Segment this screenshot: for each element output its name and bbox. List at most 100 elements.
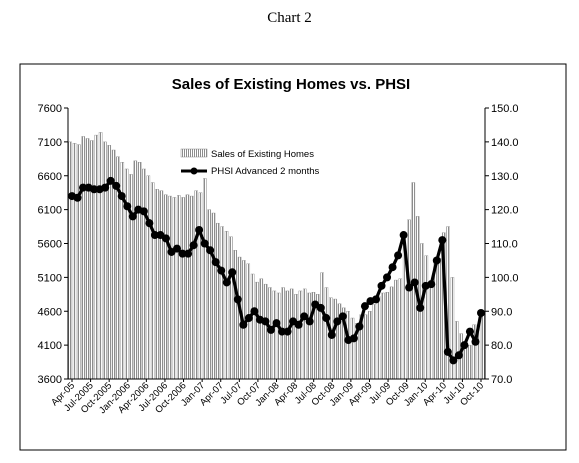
phsi-point [283, 327, 292, 336]
phsi-point [477, 308, 485, 317]
phsi-line-series [68, 176, 485, 365]
bar [333, 298, 337, 380]
bar [85, 138, 90, 380]
phsi-point [90, 185, 99, 194]
bar [372, 304, 377, 380]
bar [368, 311, 372, 380]
phsi-point [123, 202, 132, 211]
bar [394, 279, 398, 380]
phsi-point [405, 283, 414, 292]
phsi-point [438, 236, 447, 245]
y-left-tick-label: 5600 [38, 239, 62, 251]
phsi-point [278, 327, 287, 336]
phsi-point [432, 256, 441, 265]
phsi-point [112, 181, 121, 190]
y-right-tick-label: 150.0 [491, 103, 519, 115]
bar [220, 226, 224, 380]
y-right-tick-label: 80.0 [491, 340, 512, 352]
bar [250, 273, 255, 380]
y-left-tick-label: 7600 [38, 103, 62, 115]
phsi-point [250, 307, 259, 316]
phsi-point [195, 225, 204, 234]
phsi-point [106, 176, 115, 185]
bar [98, 132, 103, 380]
phsi-point [139, 207, 148, 216]
phsi-point [211, 258, 220, 267]
y-right-tick-label: 140.0 [491, 137, 519, 149]
bar [190, 195, 194, 380]
y-left-tick-label: 7100 [38, 137, 62, 149]
bar [437, 258, 442, 380]
bar [294, 294, 298, 380]
phsi-point [465, 327, 474, 336]
bar [185, 194, 190, 380]
legend-label-phsi: PHSI Advanced 2 months [211, 166, 320, 177]
page-caption: Chart 2 [267, 10, 312, 26]
y-left-tick-label: 6600 [38, 171, 62, 183]
bar [94, 134, 98, 380]
y-right-tick-label: 70.0 [491, 374, 512, 386]
phsi-point [371, 295, 380, 304]
bar [428, 280, 433, 380]
phsi-point [244, 314, 253, 323]
y-right-tick-label: 110.0 [491, 239, 518, 251]
phsi-point [178, 249, 187, 258]
plot-background [68, 108, 485, 379]
y-left-tick-label: 4600 [38, 306, 62, 318]
bar [468, 344, 472, 380]
phsi-point [388, 263, 397, 272]
bar [207, 209, 211, 380]
bar [224, 231, 229, 380]
phsi-point [79, 183, 88, 192]
phsi-point [399, 231, 408, 240]
bar [363, 314, 368, 380]
bar [302, 288, 307, 380]
bar [263, 283, 268, 380]
phsi-point [294, 320, 303, 329]
legend-label-sales: Sales of Existing Homes [211, 149, 314, 160]
bar [172, 197, 177, 380]
bar [159, 190, 164, 380]
bar [181, 197, 185, 380]
bar [255, 281, 259, 380]
bar [346, 311, 350, 380]
phsi-point [322, 314, 331, 323]
phsi-point [128, 212, 137, 221]
bar [90, 140, 94, 380]
bar [424, 255, 429, 380]
phsi-point [305, 317, 314, 326]
y-right-tick-label: 130.0 [491, 171, 519, 183]
legend: Sales of Existing Homes PHSI Advanced 2 … [180, 148, 320, 177]
bar [137, 161, 142, 380]
phsi-point [200, 239, 209, 248]
phsi-point [101, 183, 110, 192]
bar [272, 290, 277, 380]
phsi-point [217, 266, 226, 275]
phsi-point [449, 356, 458, 365]
bar [463, 346, 468, 380]
bar [142, 168, 146, 380]
bar [81, 136, 85, 380]
bar [455, 321, 459, 380]
phsi-point [410, 278, 419, 287]
bar [216, 222, 220, 380]
bar [68, 141, 72, 380]
phsi-point [266, 325, 275, 334]
bar [155, 189, 159, 380]
phsi-point [377, 281, 386, 290]
plot-area [67, 108, 486, 380]
phsi-point [272, 319, 281, 328]
phsi-point [73, 193, 82, 202]
legend-swatch-phsi-marker [190, 167, 198, 175]
phsi-point [394, 251, 403, 260]
bar [350, 317, 355, 380]
phsi-point [416, 303, 425, 312]
chart-title: Sales of Existing Homes vs. PHSI [172, 76, 410, 93]
bar [376, 296, 381, 380]
phsi-point [228, 268, 237, 277]
bar [324, 287, 329, 380]
bar [133, 160, 138, 380]
bar [259, 278, 264, 380]
bar [194, 190, 198, 380]
y-right-tick-label: 100.0 [491, 272, 519, 284]
